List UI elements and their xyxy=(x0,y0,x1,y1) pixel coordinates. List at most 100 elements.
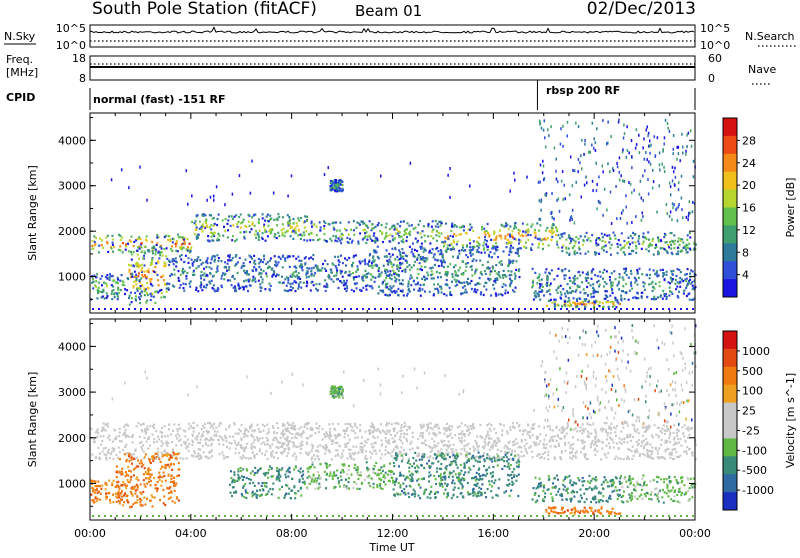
echo-cell xyxy=(561,427,563,429)
echo-cell xyxy=(193,270,195,272)
noise-mark xyxy=(546,393,548,396)
echo-cell xyxy=(490,294,492,296)
echo-cell xyxy=(371,240,373,242)
noise-mark xyxy=(615,390,617,393)
echo-cell xyxy=(421,243,423,245)
noise-mark xyxy=(645,400,647,403)
noise-mark xyxy=(625,194,627,197)
echo-cell xyxy=(591,278,593,280)
echo-cell xyxy=(641,292,643,294)
noise-mark xyxy=(639,193,641,196)
echo-cell xyxy=(297,234,299,236)
echo-cell xyxy=(671,280,673,282)
echo-cell xyxy=(406,236,408,238)
echo-cell xyxy=(377,256,379,258)
echo-cell xyxy=(432,428,434,430)
echo-cell xyxy=(451,273,453,275)
noise-mark xyxy=(605,406,607,409)
echo-cell xyxy=(628,253,630,255)
echo-cell xyxy=(186,457,188,459)
echo-cell xyxy=(444,243,446,245)
echo-cell xyxy=(687,247,689,249)
noise-mark xyxy=(671,325,673,328)
echo-cell xyxy=(609,295,611,297)
noise-mark xyxy=(554,406,556,409)
echo-cell xyxy=(518,242,520,244)
echo-cell xyxy=(621,439,623,441)
echo-cell xyxy=(426,278,428,280)
echo-cell xyxy=(609,276,611,278)
echo-cell xyxy=(565,248,567,250)
echo-cell xyxy=(182,271,184,273)
noise-mark xyxy=(618,331,620,334)
noise-mark xyxy=(146,199,148,202)
echo-cell xyxy=(558,304,560,306)
echo-cell xyxy=(272,427,274,429)
echo-cell xyxy=(455,264,457,266)
echo-cell xyxy=(374,277,376,279)
echo-cell xyxy=(465,263,467,265)
ground-mark xyxy=(248,308,250,310)
noise-mark xyxy=(592,422,594,425)
noise-mark xyxy=(592,180,594,183)
echo-cell xyxy=(631,250,633,252)
echo-cell xyxy=(477,446,479,448)
echo-cell xyxy=(416,241,418,243)
echo-cell xyxy=(590,284,592,286)
noise-mark xyxy=(595,149,597,152)
echo-cell xyxy=(273,431,275,433)
echo-cell xyxy=(561,250,563,252)
echo-cell xyxy=(194,233,196,235)
echo-cell xyxy=(290,235,292,237)
echo-cell xyxy=(291,276,293,278)
noise-mark xyxy=(611,222,613,225)
echo-cell xyxy=(605,245,607,247)
echo-cell xyxy=(669,282,671,284)
echo-cell xyxy=(272,425,274,427)
echo-cell xyxy=(577,302,579,304)
echo-cell xyxy=(406,266,408,268)
echo-cell xyxy=(245,285,247,287)
echo-cell xyxy=(690,283,692,285)
echo-cell xyxy=(487,232,489,234)
echo-cell xyxy=(464,449,466,451)
ground-mark xyxy=(254,308,256,310)
echo-cell xyxy=(138,272,140,274)
echo-cell xyxy=(166,288,168,290)
echo-cell xyxy=(608,442,610,444)
echo-cell xyxy=(212,232,214,234)
echo-cell xyxy=(624,254,626,256)
echo-cell xyxy=(506,246,508,248)
echo-cell xyxy=(186,248,188,250)
echo-cell xyxy=(176,437,178,439)
noise-mark xyxy=(539,181,541,184)
echo-cell xyxy=(564,442,566,444)
echo-cell xyxy=(354,432,356,434)
echo-cell xyxy=(603,249,605,251)
echo-cell xyxy=(582,244,584,246)
echo-cell xyxy=(648,427,650,429)
echo-cell xyxy=(229,436,231,438)
echo-cell xyxy=(408,288,410,290)
echo-cell xyxy=(317,239,319,241)
echo-cell xyxy=(144,252,146,254)
echo-cell xyxy=(447,452,449,454)
noise-mark xyxy=(548,395,550,398)
echo-cell xyxy=(179,247,181,249)
echo-cell xyxy=(538,295,540,297)
echo-cell xyxy=(403,294,405,296)
echo-cell xyxy=(298,220,300,222)
noise-mark xyxy=(596,330,598,333)
echo-cell xyxy=(583,445,585,447)
echo-cell xyxy=(327,263,329,265)
echo-cell xyxy=(596,237,598,239)
echo-cell xyxy=(488,438,490,440)
echo-cell xyxy=(494,252,496,254)
echo-cell xyxy=(245,231,247,233)
echo-cell xyxy=(251,216,253,218)
echo-cell xyxy=(531,451,533,453)
echo-cell xyxy=(95,286,97,288)
echo-cell xyxy=(289,283,291,285)
echo-cell xyxy=(628,458,630,460)
echo-cell xyxy=(295,281,297,283)
